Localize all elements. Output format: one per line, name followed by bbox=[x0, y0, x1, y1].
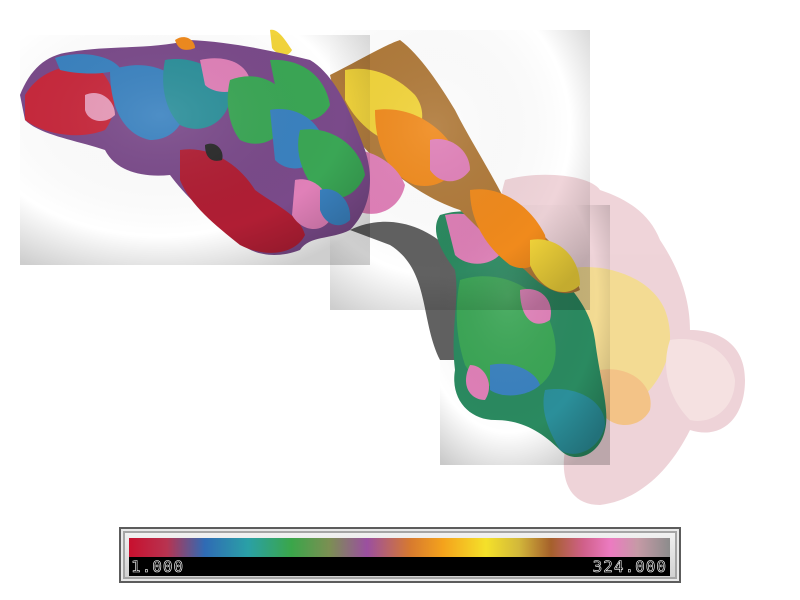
colorbar-min-label: 1.000 bbox=[131, 557, 185, 577]
colorbar-gradient bbox=[129, 538, 670, 557]
protein-surface-render[interactable] bbox=[0, 0, 800, 520]
colorbar-max-label: 324.000 bbox=[592, 557, 667, 577]
left-body bbox=[20, 35, 370, 265]
colorbar-label-strip: 1.000 324.000 bbox=[129, 557, 670, 576]
